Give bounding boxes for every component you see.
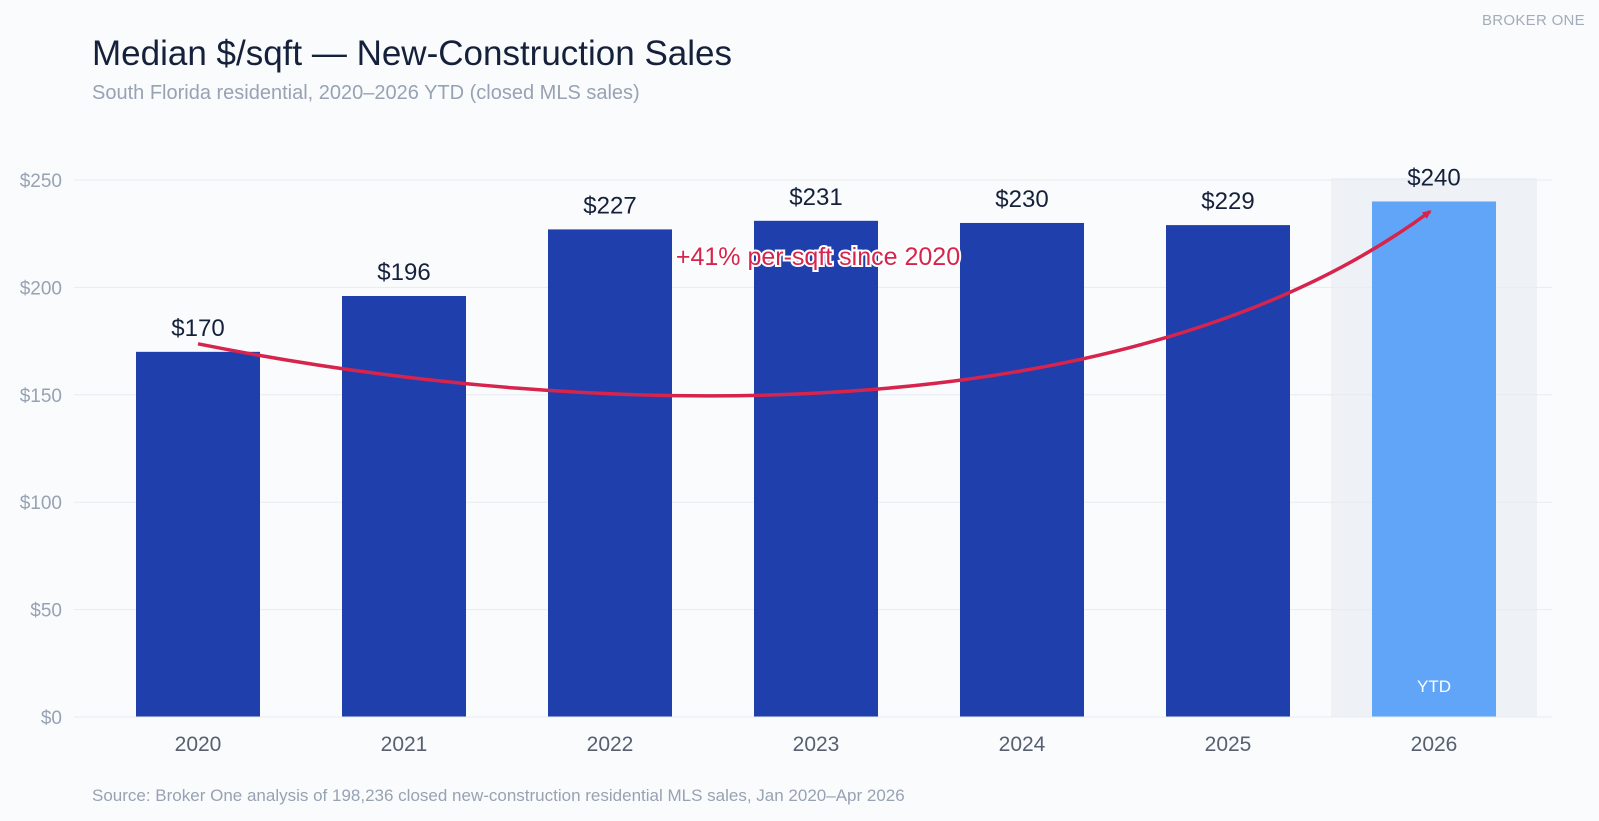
data-label: $170: [171, 315, 224, 342]
bar: [342, 295, 466, 717]
x-tick-label: 2023: [793, 733, 840, 756]
x-tick-label: 2024: [999, 733, 1046, 756]
y-tick-label: $200: [20, 278, 62, 299]
x-tick-label: 2020: [175, 733, 222, 756]
y-tick-label: $0: [41, 708, 62, 729]
x-tick-label: 2022: [587, 733, 634, 756]
data-label: $231: [789, 184, 842, 211]
source-note: Source: Broker One analysis of 198,236 c…: [92, 786, 905, 805]
y-tick-label: $100: [20, 493, 62, 514]
chart-subtitle: South Florida residential, 2020–2026 YTD…: [92, 82, 640, 104]
bar: [754, 220, 878, 717]
x-tick-label: 2025: [1205, 733, 1252, 756]
x-tick-label: 2021: [381, 733, 428, 756]
data-label: $229: [1201, 188, 1254, 215]
bar: [960, 222, 1084, 717]
bar: [548, 229, 672, 718]
bar: [1166, 225, 1290, 717]
ytd-label: YTD: [1417, 677, 1451, 696]
data-label: $230: [995, 186, 1048, 213]
y-tick-label: $150: [20, 386, 62, 407]
x-tick-label: 2026: [1411, 733, 1458, 756]
data-label: $240: [1407, 164, 1460, 191]
data-label: $227: [583, 192, 636, 219]
bar-highlight: [1372, 201, 1496, 718]
data-label: $196: [377, 259, 430, 286]
y-tick-label: $250: [20, 171, 62, 192]
annotation-arrow: [197, 210, 1432, 398]
annotation-text: +41% per-sqft since 2020: [676, 243, 960, 271]
bar: [136, 351, 260, 717]
brand-logo-text: BROKER ONE: [1481, 12, 1585, 29]
chart-title: Median $/sqft — New-Construction Sales: [92, 34, 732, 73]
y-tick-label: $50: [30, 601, 62, 622]
bar-chart: $0 $50 $100 $150 $200 $250 $170 2020 $196 2021 $22…: [20, 164, 1552, 756]
